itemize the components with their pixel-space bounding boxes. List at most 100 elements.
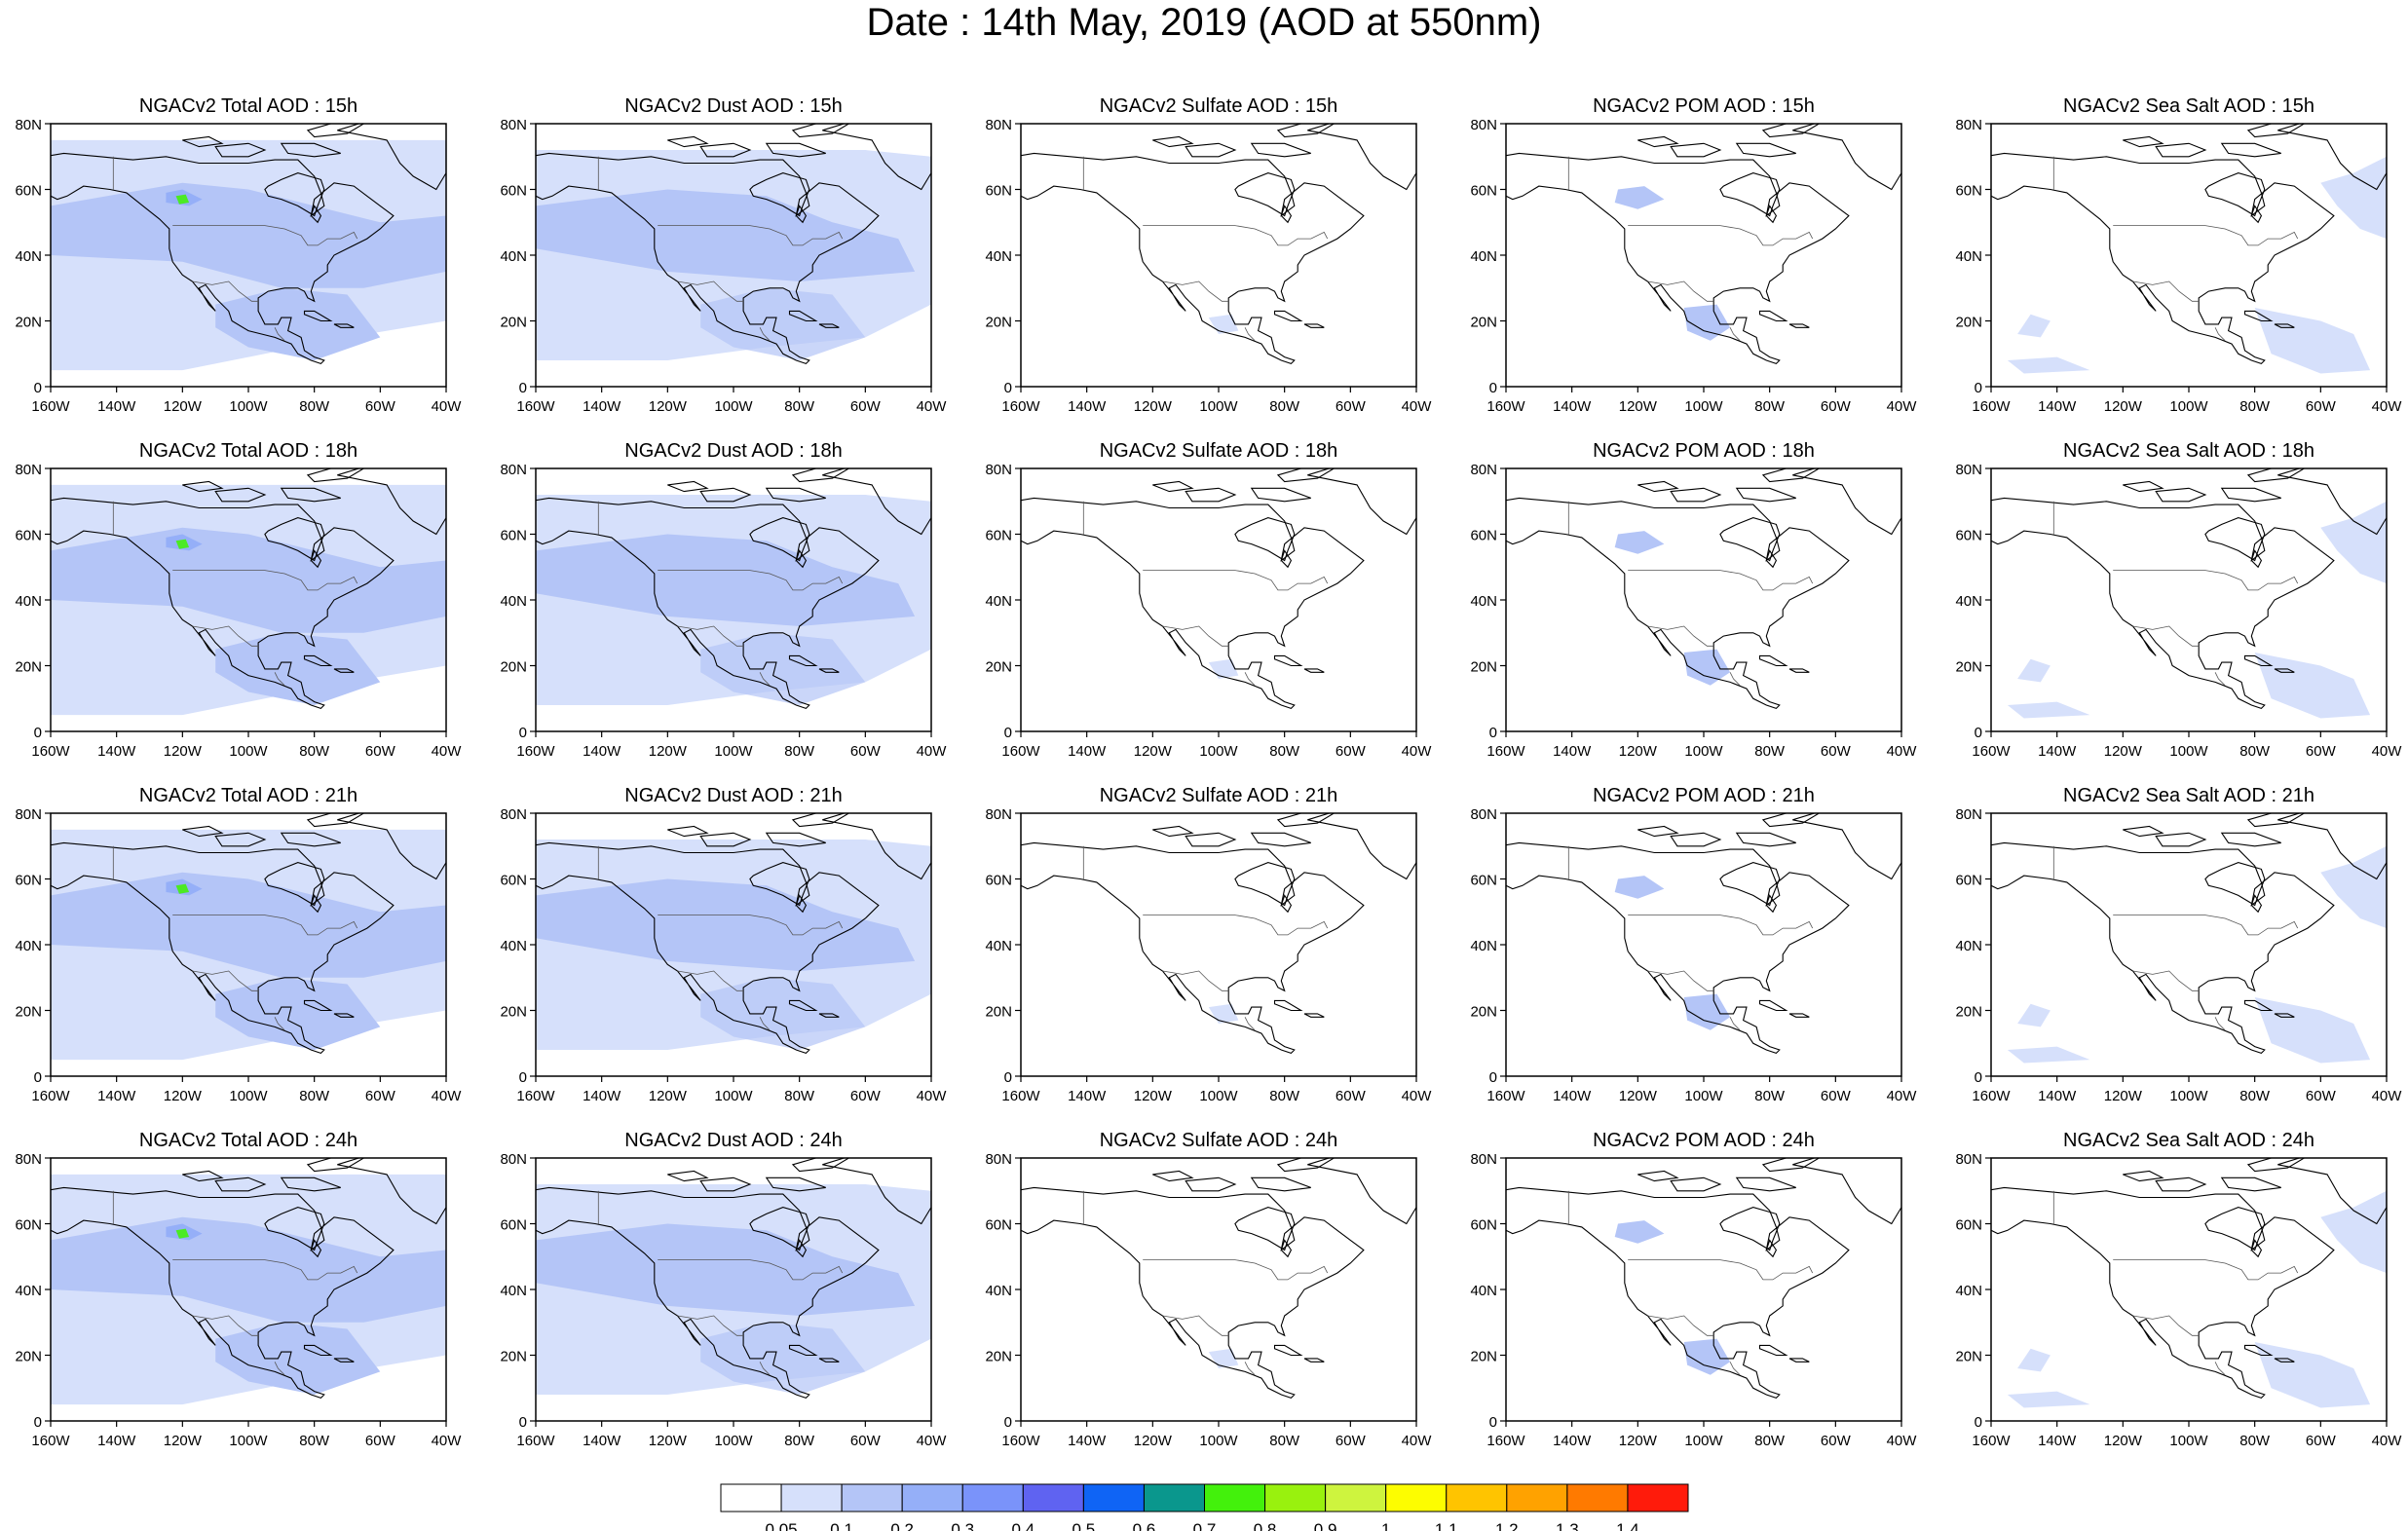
lon-label: 40W [432,1088,463,1104]
aod-patch [2320,156,2387,240]
panel-title: NGACv2 Sulfate AOD : 21h [1100,785,1338,806]
coastline-island [214,487,267,503]
lon-label: 120W [1619,1433,1658,1449]
colorbar-box [1082,1483,1145,1512]
lat-label: 0 [1975,1414,1982,1431]
lon-label: 120W [164,1433,203,1449]
lon-label: 60W [1336,743,1367,760]
colorbar-box [1385,1483,1448,1512]
borders [597,501,844,687]
coastline-island [1761,813,1821,828]
lat-label: 40N [1955,1283,1982,1299]
lon-label: 140W [1068,1088,1107,1104]
colorbar-label: 0.3 [951,1520,974,1531]
country-border [1729,1017,1741,1031]
coastline-island [2123,135,2164,148]
lon-label: 100W [1684,1088,1723,1104]
coastline-island [788,999,818,1012]
coastline-hudson-bay [2204,862,2266,907]
coastline-island [1303,1358,1325,1363]
lat-label: 0 [34,1069,42,1086]
coastline-island [1637,135,1679,148]
lat-label: 80N [985,117,1012,133]
lon-label: 140W [1553,398,1592,415]
lon-label: 40W [917,398,948,415]
lon-label: 140W [97,1088,136,1104]
coastline-island [310,894,322,914]
coastline-greenland [1307,813,1416,880]
lon-label: 60W [1336,398,1367,415]
aod-patch [2320,1190,2387,1274]
coastline-island [303,1344,333,1357]
coastline-north-america [1021,152,1365,365]
lon-label: 40W [1402,398,1433,415]
country-border [677,970,744,991]
coastline-island [1758,310,1788,322]
coastline-island [1273,1344,1303,1357]
coastline-island [2220,1176,2281,1192]
country-border [1628,570,1814,591]
coastline-greenland [1792,468,1901,536]
aod-patch [175,539,190,549]
map-panel: NGACv2 Sea Salt AOD : 15h 0 20N 40N 60N 80N 16… [1955,95,2402,415]
panel-title: NGACv2 Sulfate AOD : 24h [1100,1130,1338,1151]
coastline-hudson-bay [1234,517,1296,562]
aod-patch [700,632,866,705]
coastline-greenland [2277,124,2387,191]
colorbar-label: 1 [1381,1520,1390,1531]
country-border [759,672,771,687]
lat-label: 20N [15,1349,42,1365]
coastline-island [699,1176,752,1192]
lon-label: 80W [1754,743,1786,760]
panel-title: NGACv2 Dust AOD : 18h [624,440,842,462]
coastline-island [791,124,850,138]
colorbar-label: 0.8 [1254,1520,1277,1531]
coastline-greenland [1307,1158,1416,1225]
lat-label: 0 [34,1414,42,1431]
lat-label: 40N [1470,593,1497,610]
coastline-island [1758,1344,1788,1357]
lon-label: 160W [1001,743,1040,760]
country-border [1143,225,1329,246]
lon-label: 120W [164,1088,203,1104]
colorbar-box [1204,1483,1266,1512]
coastline-island [2274,668,2295,673]
lon-label: 40W [917,1433,948,1449]
lon-label: 40W [1402,1088,1433,1104]
lon-label: 60W [365,1433,396,1449]
lon-label: 80W [2239,743,2271,760]
coastline-island [1765,894,1778,914]
lon-label: 160W [516,1088,555,1104]
map-panel: NGACv2 Sea Salt AOD : 18h 0 20N 40N 60N 80N 16… [1955,440,2402,760]
lon-label: 40W [432,743,463,760]
lat-label: 80N [1470,1151,1497,1168]
lon-label: 160W [1972,1088,2011,1104]
lon-label: 60W [1821,743,1852,760]
lon-label: 40W [1402,1433,1433,1449]
map-panel: NGACv2 Sulfate AOD : 15h 0 20N 40N 60N 80N 160… [985,95,1432,415]
coastline-island [1280,894,1293,914]
coastline-island [1670,487,1722,503]
coastline-island [310,205,322,224]
panel-title: NGACv2 Dust AOD : 24h [624,1130,842,1151]
aod-patch [2007,356,2090,374]
country-border [192,280,259,302]
borders [597,845,844,1031]
borders [112,1190,358,1376]
lat-label: 0 [1004,380,1012,396]
lon-label: 60W [365,398,396,415]
colorbar-label: 0.9 [1314,1520,1337,1531]
aod-patch [536,534,916,626]
colorbar-label: 0.6 [1133,1520,1156,1531]
coastline-island [1735,142,1796,158]
country-border [1647,625,1714,647]
lon-label: 60W [1336,1088,1367,1104]
coastline-island [182,480,224,493]
coastline-island [2243,654,2274,667]
aod-fill [1614,186,1731,341]
country-border [759,1362,771,1376]
lon-label: 120W [164,743,203,760]
lon-label: 80W [299,1088,330,1104]
lat-label: 60N [500,1217,527,1234]
coastlines [1991,468,2387,710]
